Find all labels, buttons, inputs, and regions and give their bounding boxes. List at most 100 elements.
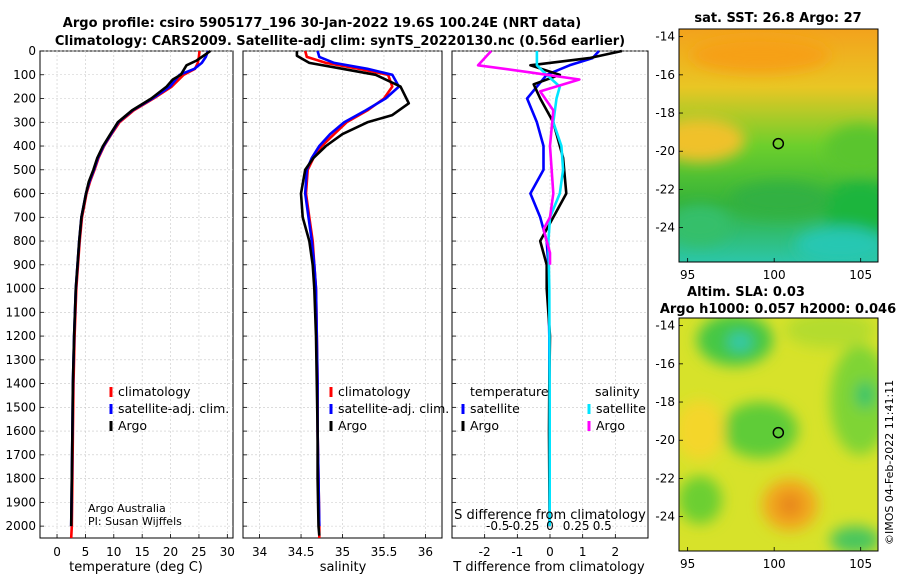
x-tick-label: 35 [335,545,350,559]
x-tick-label: 34.5 [288,545,315,559]
sla-map-title: Altim. SLA: 0.03 [687,285,805,300]
map-x-tick-label: 95 [680,268,695,282]
map-x-tick-label: 95 [680,557,695,571]
x-top-tick-label: -0.5 [486,519,509,533]
salinity-xlabel: salinity [320,560,367,575]
map-y-tick-label: -14 [655,319,675,333]
x-tick-label: 36 [418,545,433,559]
salinity-legend: climatology satellite-adj. clim. Argo [329,384,449,433]
imos-timestamp: ©IMOS 04-Feb-2022 11:41:11 [883,380,896,545]
y-tick-label: 2000 [5,519,36,533]
y-tick-label: 200 [13,92,36,106]
legend-label-satellite: satellite-adj. clim. [118,401,229,416]
x-tick-label: 15 [135,545,150,559]
sla-map-subtitle: Argo h1000: 0.057 h2000: 0.046 [660,302,896,317]
x-top-tick-label: -0.25 [508,519,539,533]
y-tick-label: 1600 [5,424,36,438]
y-tick-label: 700 [13,210,36,224]
map-y-tick-label: -16 [655,357,675,371]
x-tick-label: 2 [612,545,620,559]
difference-panel: -2 -1 0 1 2 -0.5-0.25 0 0.25 0.5 S difference fr… [451,49,649,575]
x-tick-label: 0 [53,545,61,559]
legend-label-s-satellite: satellite [596,401,646,416]
y-tick-label: 1100 [5,305,36,319]
y-tick-label: 300 [13,115,36,129]
x-tick-label: -2 [479,545,491,559]
sst-map-frame [678,28,879,263]
x-tick-label: 30 [220,545,235,559]
map-y-tick-label: -18 [655,106,675,120]
y-tick-label: 1200 [5,329,36,343]
y-tick-label: 1500 [5,400,36,414]
y-tick-label: 1700 [5,448,36,462]
x-tick-label: 5 [82,545,90,559]
legend-label-climatology: climatology [118,384,191,399]
y-tick-label: 900 [13,258,36,272]
y-tick-label: 100 [13,68,36,82]
credit-org: Argo Australia [88,502,166,515]
x-tick-label: 25 [191,545,206,559]
map-y-tick-label: -16 [655,68,675,82]
y-tick-label: 1400 [5,377,36,391]
map-y-tick-label: -24 [655,221,675,235]
sst-map-title: sat. SST: 26.8 Argo: 27 [694,11,861,26]
x-tick-label: 35.5 [371,545,398,559]
y-tick-label: 1300 [5,353,36,367]
x-top-tick-label: 0.25 [563,519,590,533]
sla-map-frame [678,317,879,552]
y-tick-label: 500 [13,163,36,177]
x-tick-label: 34 [252,545,267,559]
sla-argo-position-marker [772,426,785,439]
x-tick-label: 10 [106,545,121,559]
difference-xlabel-top: S difference from climatology [454,508,646,523]
x-top-tick-label: 0.5 [593,519,612,533]
x-tick-label: 20 [163,545,178,559]
y-tick-label: 1900 [5,495,36,509]
salinity-panel: 34 34.5 35 35.5 36 salinity climatology sate… [242,50,449,575]
y-tick-label: 0 [28,44,36,58]
map-x-tick-label: 105 [849,268,872,282]
sst-heatmap [679,29,878,262]
legend-title-salinity: salinity [595,384,640,399]
legend-label-satellite: satellite-adj. clim. [338,401,449,416]
legend-label-t-argo: Argo [470,418,499,433]
legend-label-t-satellite: satellite [470,401,520,416]
sst-argo-position-marker [772,137,785,150]
series-line-salinity-argo [476,50,581,265]
sla-map-panel: Altim. SLA: 0.03 Argo h1000: 0.057 h2000… [655,285,896,571]
y-tick-label: 1800 [5,472,36,486]
x-tick-label: 0 [546,545,554,559]
legend-title-temperature: temperature [470,384,549,399]
y-tick-label: 1000 [5,282,36,296]
map-y-tick-label: -20 [655,433,675,447]
figure-title-line1: Argo profile: csiro 5905177_196 30-Jan-2… [63,16,581,31]
series-line-argo [295,51,411,536]
x-tick-label: -1 [511,545,523,559]
figure-title-line2: Climatology: CARS2009. Satellite-adj cli… [55,34,625,49]
difference-xlabel: T difference from climatology [452,560,645,575]
credit-pi: PI: Susan Wijffels [88,515,182,528]
temperature-legend: climatology satellite-adj. clim. Argo [109,384,229,433]
sla-heatmap [679,318,878,551]
legend-label-argo: Argo [118,418,147,433]
map-y-tick-label: -24 [655,510,675,524]
map-x-tick-label: 100 [763,557,786,571]
map-y-tick-label: -20 [655,144,675,158]
difference-legend-temperature: temperature satellite Argo [461,384,549,433]
legend-label-s-argo: Argo [596,418,625,433]
y-tick-label: 800 [13,234,36,248]
temperature-xlabel: temperature (deg C) [69,560,203,575]
map-x-tick-label: 105 [849,557,872,571]
y-tick-label: 600 [13,187,36,201]
map-y-tick-label: -22 [655,471,675,485]
legend-label-climatology: climatology [338,384,411,399]
legend-label-argo: Argo [338,418,367,433]
map-y-tick-label: -22 [655,182,675,196]
y-tick-label: 400 [13,139,36,153]
series-line-salinity-satellite [535,51,565,527]
temperature-panel: 0100200300400500600700800900100011001200… [5,44,235,575]
x-top-tick-label: 0 [546,519,554,533]
series-line-argo [69,49,212,527]
